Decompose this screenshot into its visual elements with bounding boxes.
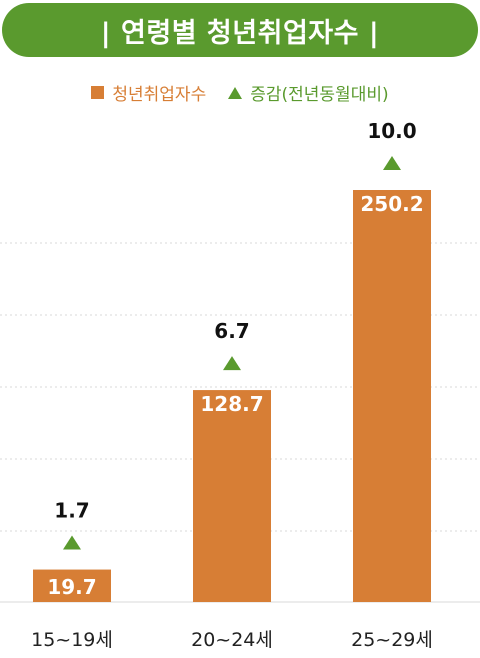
bar-value-label: 250.2 [360, 192, 423, 216]
bar-value-label: 19.7 [47, 575, 96, 599]
legend-item-employed: 청년취업자수 [91, 80, 206, 105]
x-tick-label: 25~29세 [351, 629, 433, 651]
x-tick-label: 20~24세 [191, 629, 273, 651]
legend-label-change: 증감(전년동월대비) [250, 85, 389, 105]
change-marker [63, 535, 81, 550]
legend: 청년취업자수 증감(전년동월대비) [0, 80, 480, 105]
square-icon [91, 86, 105, 99]
bar-value-label: 128.7 [200, 392, 263, 416]
x-tick-label: 15~19세 [31, 629, 113, 651]
chart-title-banner: | 연령별 청년취업자수 | [2, 3, 478, 57]
chart-title: | 연령별 청년취업자수 | [100, 17, 380, 49]
bar-25~29세 [353, 190, 431, 602]
change-marker [383, 156, 401, 170]
change-value-label: 6.7 [214, 319, 249, 343]
change-value-label: 1.7 [54, 499, 89, 523]
bar-20~24세 [193, 390, 271, 602]
change-value-label: 10.0 [367, 119, 416, 143]
bar-15~19세 [33, 569, 111, 602]
legend-item-change: 증감(전년동월대비) [228, 80, 389, 105]
triangle-up-icon [228, 86, 243, 99]
legend-label-employed: 청년취업자수 [112, 85, 207, 105]
change-marker [223, 356, 241, 371]
